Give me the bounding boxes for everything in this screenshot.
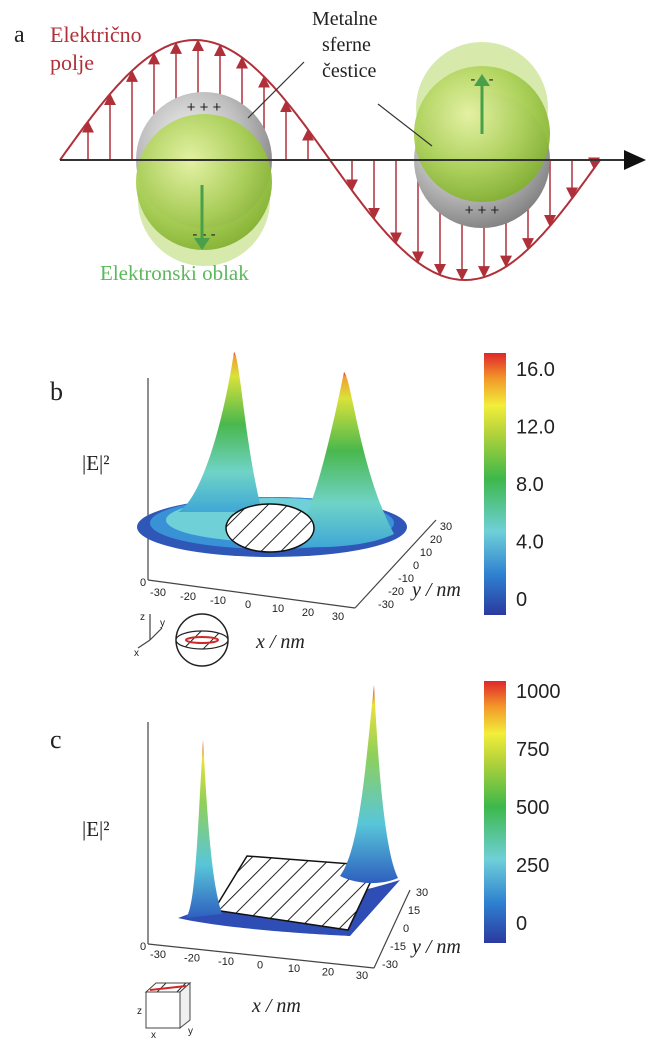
- particle-right: - - - + + +: [414, 42, 550, 228]
- panel-b-z-label: |E|²: [82, 451, 110, 475]
- panel-b-particle: [225, 503, 315, 553]
- panel-c-x-label: x / nm: [251, 995, 301, 1017]
- panel-c-x-tick: -10: [218, 956, 234, 968]
- panel-c-x-tick: 0: [257, 960, 263, 972]
- panel-a: a Električno polje + + + - - - - - - + +…: [14, 8, 646, 285]
- panel-c-cube-icon: z y x: [137, 981, 193, 1039]
- panel-c-y-tick: -15: [390, 941, 406, 953]
- panel-b-axes: [147, 378, 437, 609]
- particle-left: + + + - - -: [136, 92, 272, 266]
- panel-b-y-tick: 30: [440, 521, 452, 533]
- panel-c-y-tick: -30: [382, 959, 398, 971]
- panel-c-y-tick: 30: [416, 887, 428, 899]
- panel-b-x-label: x / nm: [255, 631, 305, 653]
- panel-c-z-label: |E|²: [82, 817, 110, 841]
- panel-c-colorbar-tick: 250: [516, 855, 549, 877]
- particles-label-line2: sferne: [322, 34, 371, 56]
- svg-text:x: x: [151, 1030, 156, 1039]
- panel-b-x-tick: -30: [150, 587, 166, 599]
- panel-b-peak-right: [290, 372, 394, 548]
- panel-c-peak-left: [186, 740, 222, 918]
- panel-c-colorbar-tick: 1000: [516, 681, 561, 703]
- panel-b-y-tick: -30: [378, 599, 394, 611]
- panel-b-colorbar-tick: 16.0: [516, 359, 555, 381]
- panel-b-x-tick: -20: [180, 591, 196, 603]
- panel-b-x-tick: 10: [272, 603, 284, 615]
- plus-charges-right: + + +: [465, 202, 500, 219]
- svg-text:x: x: [134, 648, 139, 659]
- panel-b-colorbar: [484, 353, 506, 615]
- panel-b-orientation-icon: z y x: [134, 612, 229, 667]
- label-pointer-right: [377, 103, 433, 147]
- panel-c-x-tick: -20: [184, 953, 200, 965]
- panel-c-peak-right: [340, 685, 398, 884]
- panel-b: b |E|² 0 -30 -20 -10 0 10 20 30 3020100-10-20-…: [50, 352, 555, 667]
- panel-b-y-tick: -20: [388, 586, 404, 598]
- svg-text:y: y: [188, 1026, 193, 1037]
- panel-b-colorbar-tick: 8.0: [516, 474, 544, 496]
- panel-b-letter: b: [50, 377, 63, 406]
- panel-b-x-tick: 30: [332, 611, 344, 623]
- svg-text:y: y: [160, 618, 165, 629]
- panel-b-y-tick: -10: [398, 573, 414, 585]
- dipole-arrowhead-right: [474, 74, 490, 86]
- label-pointer-left: [247, 61, 305, 119]
- plus-charges-left: + + +: [187, 99, 222, 116]
- panel-c-colorbar-tick: 500: [516, 797, 549, 819]
- particles-label-line1: Metalne: [312, 8, 378, 30]
- panel-b-x-tick: 0: [245, 599, 251, 611]
- panel-c-x-tick: 10: [288, 963, 300, 975]
- panel-b-y-tick: 0: [413, 560, 419, 572]
- panel-b-x-tick: 20: [302, 607, 314, 619]
- panel-c-y-tick: 0: [403, 923, 409, 935]
- panel-c-x-tick: -30: [150, 949, 166, 961]
- panel-c-letter: c: [50, 725, 62, 754]
- panel-b-z-tick: 0: [140, 577, 146, 589]
- electric-field-label-line2: polje: [50, 50, 94, 75]
- particles-label-line3: čestice: [322, 60, 377, 82]
- dipole-arrowhead-left: [194, 238, 210, 250]
- panel-c-colorbar-tick: 0: [516, 913, 527, 935]
- panel-b-colorbar-tick: 4.0: [516, 532, 544, 554]
- panel-b-y-label: y / nm: [410, 579, 461, 601]
- svg-text:z: z: [137, 1006, 142, 1017]
- panel-c-y-label: y / nm: [410, 936, 461, 958]
- panel-b-x-tick: -10: [210, 595, 226, 607]
- panel-c-z-tick: 0: [140, 941, 146, 953]
- panel-b-y-tick: 10: [420, 547, 432, 559]
- panel-b-colorbar-tick: 0: [516, 589, 527, 611]
- panel-c: c |E|² 0 -30 -20 -10 0 10 20 30 30 15 0 -15 -30 x …: [50, 681, 561, 1039]
- panel-c-colorbar-tick: 750: [516, 739, 549, 761]
- panel-c-colorbar: [484, 681, 506, 943]
- electron-cloud-left: [136, 114, 272, 250]
- electric-field-label-line1: Električno: [50, 22, 142, 47]
- panel-b-y-tick: 20: [430, 534, 442, 546]
- panel-c-x-tick: 20: [322, 967, 334, 979]
- panel-c-x-tick: 30: [356, 970, 368, 982]
- propagation-arrowhead: [624, 150, 646, 170]
- electron-cloud-label: Elektronski oblak: [100, 261, 249, 285]
- panel-b-peak-left: [178, 352, 262, 512]
- panel-c-y-tick: 15: [408, 905, 420, 917]
- panel-c-axes: [147, 722, 411, 969]
- panel-b-colorbar-tick: 12.0: [516, 417, 555, 439]
- svg-text:z: z: [140, 612, 145, 623]
- panel-a-letter: a: [14, 22, 25, 48]
